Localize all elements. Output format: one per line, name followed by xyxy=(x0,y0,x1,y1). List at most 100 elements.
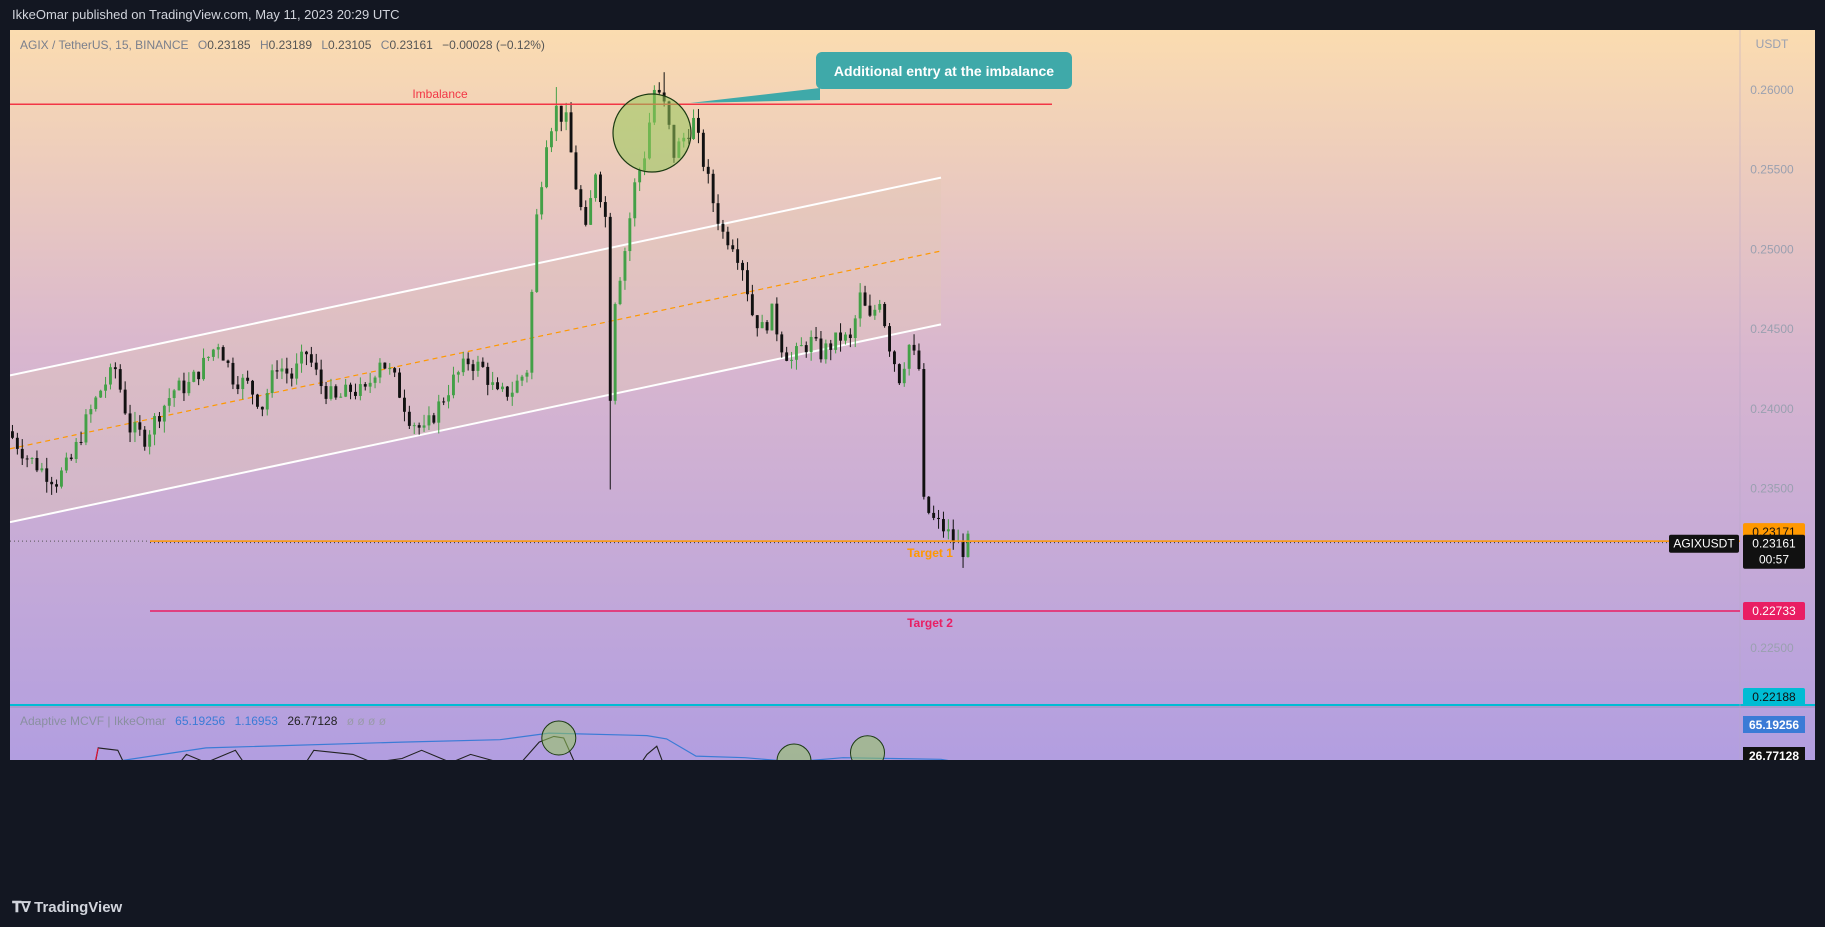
indicator-value-label: 65.19256 xyxy=(1749,718,1799,732)
indicator-highlight-circle xyxy=(776,743,812,760)
candle-body xyxy=(265,393,269,410)
candle-body xyxy=(447,395,450,402)
candle-body xyxy=(192,371,196,382)
candle-body xyxy=(422,425,426,428)
candle-body xyxy=(623,251,627,281)
candle-body xyxy=(40,468,44,471)
candle-body xyxy=(236,384,240,390)
tradingview-logo[interactable]: 𝐓∇ TradingView xyxy=(12,898,122,916)
candle-body xyxy=(55,484,58,487)
candle-body xyxy=(814,336,818,339)
candle-body xyxy=(305,351,308,355)
candle-body xyxy=(545,147,548,188)
candle-body xyxy=(657,89,661,93)
candle-body xyxy=(897,364,901,384)
price-label-cyan-bg xyxy=(1743,688,1805,706)
candle-body xyxy=(207,356,210,358)
candle-body xyxy=(540,187,544,215)
candle-body xyxy=(251,380,254,395)
candle-body xyxy=(824,343,828,360)
candle-body xyxy=(417,425,421,428)
symbol-name[interactable]: AGIX / TetherUS, 15, BINANCE xyxy=(20,38,189,52)
candle-body xyxy=(398,372,401,398)
candle-body xyxy=(775,303,779,335)
candle-body xyxy=(290,373,294,379)
candle-body xyxy=(20,448,24,459)
candle-body xyxy=(937,517,940,520)
candle-body xyxy=(329,386,333,399)
candle-body xyxy=(412,425,416,427)
price-tick-label: 0.25500 xyxy=(1750,163,1794,177)
chart-area[interactable]: Imbalance Target 1 Target 2 Additional ent… xyxy=(10,30,1815,760)
candle-body xyxy=(260,406,264,410)
candle-body xyxy=(231,362,235,385)
candle-body xyxy=(554,105,558,132)
candle-body xyxy=(99,390,103,398)
tradingview-logo-icon: 𝐓∇ xyxy=(12,899,31,916)
indicator-name[interactable]: Adaptive MCVF | IkkeOmar xyxy=(20,714,166,728)
candle-body xyxy=(907,344,911,369)
candle-body xyxy=(437,401,441,423)
candle-body xyxy=(226,360,230,363)
callout-pointer xyxy=(690,88,820,103)
price-tick-label: 0.23500 xyxy=(1750,482,1794,496)
candle-body xyxy=(442,401,446,403)
candle-body xyxy=(300,351,303,364)
candle-body xyxy=(839,332,842,341)
candle-body xyxy=(697,117,700,133)
candle-body xyxy=(770,303,774,331)
candle-body xyxy=(481,361,485,367)
candle-body xyxy=(584,207,588,225)
indicator-value-box xyxy=(1743,747,1805,760)
target-2-label: Target 2 xyxy=(907,616,953,630)
candle-body xyxy=(241,377,245,390)
candle-body xyxy=(113,367,117,370)
candle-body xyxy=(599,174,602,203)
candle-body xyxy=(917,350,921,369)
candle-body xyxy=(799,345,803,347)
price-tick-label: 0.24500 xyxy=(1750,322,1794,336)
ohlc-close: C0.23161 xyxy=(380,38,433,52)
candle-body xyxy=(373,377,377,383)
indicator-header: Adaptive MCVF | IkkeOmar 65.19256 1.1695… xyxy=(20,714,392,728)
candle-body xyxy=(912,344,916,351)
candle-body xyxy=(966,533,970,558)
indicator-highlight-circle xyxy=(850,735,885,760)
symbol-price-label: AGIXUSDT xyxy=(1673,537,1735,551)
candle-body xyxy=(760,322,764,329)
candle-body xyxy=(706,166,710,174)
candle-body xyxy=(942,519,945,532)
candle-body xyxy=(363,384,367,387)
candle-body xyxy=(594,174,597,199)
candle-body xyxy=(525,372,529,377)
channel-upper-line xyxy=(10,176,942,377)
candle-body xyxy=(780,334,784,353)
candle-body xyxy=(358,384,362,396)
price-label-target2-bg xyxy=(1743,602,1805,621)
candle-body xyxy=(407,411,411,426)
candle-body xyxy=(902,368,906,384)
candle-body xyxy=(721,223,725,232)
footer-bar: 𝐓∇ TradingView xyxy=(0,889,1825,927)
candle-body xyxy=(143,429,147,447)
candle-body xyxy=(275,370,279,372)
price-label-target2: 0.22733 xyxy=(1752,604,1796,618)
candle-body xyxy=(795,346,798,360)
channel-fill xyxy=(10,177,941,523)
indicator-red-segment xyxy=(95,747,99,760)
candle-body xyxy=(25,458,29,460)
brand-name: TradingView xyxy=(34,899,123,916)
price-tick-label: 0.26000 xyxy=(1750,83,1794,97)
candle-body xyxy=(319,369,323,387)
candle-body xyxy=(496,382,499,390)
target-1-label: Target 1 xyxy=(907,546,953,560)
candle-body xyxy=(69,457,73,460)
ohlc-high: H0.23189 xyxy=(259,38,312,52)
candle-body xyxy=(946,529,950,532)
candle-body xyxy=(388,368,392,370)
candle-body xyxy=(716,203,720,224)
candle-body xyxy=(559,105,563,122)
candle-body xyxy=(221,347,225,361)
candle-body xyxy=(692,117,695,140)
candle-body xyxy=(951,529,955,542)
